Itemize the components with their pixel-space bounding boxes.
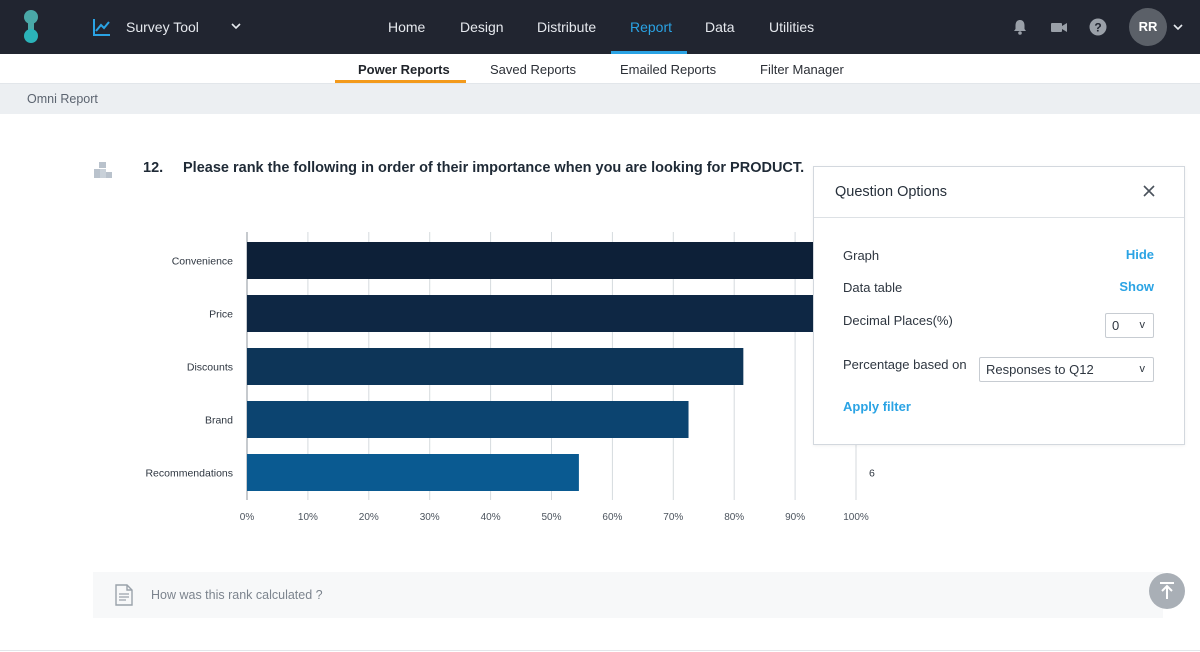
document-icon — [115, 584, 133, 606]
bar — [247, 401, 689, 438]
x-tick-label: 20% — [359, 512, 379, 523]
rank-calculation-link[interactable]: How was this rank calculated ? — [151, 588, 323, 602]
dropdown-arrow-icon: v — [1139, 363, 1146, 375]
help-icon[interactable]: ? — [1088, 17, 1108, 37]
category-label: Discounts — [187, 362, 233, 374]
category-label: Convenience — [172, 256, 233, 268]
subnav-active-indicator — [335, 80, 466, 83]
x-tick-label: 30% — [420, 512, 440, 523]
nav-home[interactable]: Home — [388, 19, 426, 35]
arrow-up-icon — [1160, 582, 1174, 599]
x-tick-label: 50% — [541, 512, 561, 523]
breadcrumb-label: Omni Report — [27, 92, 98, 106]
x-tick-label: 80% — [724, 512, 744, 523]
dropdown-arrow-icon: v — [1139, 319, 1146, 331]
top-navbar: Survey Tool Home Design Distribute Repor… — [0, 0, 1200, 54]
nav-data[interactable]: Data — [705, 19, 735, 35]
brand-logo[interactable] — [22, 10, 40, 44]
bell-icon[interactable] — [1010, 17, 1030, 37]
category-label: Brand — [205, 415, 233, 427]
x-tick-label: 70% — [663, 512, 683, 523]
report-subnav: Power Reports Saved Reports Emailed Repo… — [0, 54, 1200, 84]
tab-power-reports[interactable]: Power Reports — [358, 62, 450, 77]
category-label: Recommendations — [145, 468, 233, 480]
tab-emailed-reports[interactable]: Emailed Reports — [620, 62, 717, 77]
apply-filter-button[interactable]: Apply filter — [843, 399, 911, 414]
chevron-down-icon[interactable] — [1172, 21, 1184, 33]
x-tick-label: 40% — [481, 512, 501, 523]
tab-filter-manager[interactable]: Filter Manager — [760, 62, 844, 77]
nav-report[interactable]: Report — [630, 19, 673, 35]
line-chart-icon — [93, 19, 110, 36]
row-value-label: 6 — [869, 468, 875, 480]
graph-hide-link[interactable]: Hide — [1125, 247, 1154, 262]
x-tick-label: 60% — [602, 512, 622, 523]
x-tick-label: 10% — [298, 512, 318, 523]
video-camera-icon[interactable] — [1049, 17, 1069, 37]
question-number: 12. — [143, 160, 164, 176]
app-name[interactable]: Survey Tool — [126, 19, 199, 35]
svg-text:?: ? — [1094, 21, 1101, 35]
close-icon[interactable] — [1142, 184, 1156, 198]
x-tick-label: 100% — [843, 512, 869, 523]
graph-label: Graph — [843, 248, 880, 263]
breadcrumb: Omni Report — [0, 84, 1200, 114]
rank-calculation-hint[interactable]: How was this rank calculated ? — [93, 572, 1163, 618]
tab-saved-reports[interactable]: Saved Reports — [490, 62, 576, 77]
panel-header: Question Options — [814, 167, 1184, 218]
decimal-places-value: 0 — [1112, 318, 1120, 333]
decimal-places-label: Decimal Places(%) — [843, 313, 953, 328]
bar — [247, 454, 579, 491]
x-tick-label: 0% — [240, 512, 255, 523]
user-avatar[interactable]: RR — [1129, 8, 1167, 46]
panel-title: Question Options — [835, 184, 948, 200]
percentage-based-label: Percentage based on — [843, 357, 967, 372]
footer-divider — [0, 650, 1200, 651]
rank-question-icon — [94, 162, 112, 178]
percentage-based-value: Responses to Q12 — [986, 362, 1094, 377]
question-options-panel: Question Options Graph Hide Data table S… — [813, 166, 1185, 445]
bar — [247, 242, 856, 279]
scroll-to-top-button[interactable] — [1149, 573, 1185, 609]
data-table-show-link[interactable]: Show — [1119, 279, 1154, 294]
chevron-down-icon[interactable] — [230, 20, 242, 32]
percentage-based-select[interactable]: Responses to Q12 v — [979, 357, 1154, 382]
bar — [247, 348, 744, 385]
category-label: Price — [209, 309, 233, 321]
nav-distribute[interactable]: Distribute — [537, 19, 597, 35]
nav-active-indicator — [611, 51, 687, 54]
data-table-label: Data table — [843, 280, 903, 295]
decimal-places-select[interactable]: 0 v — [1105, 313, 1154, 338]
question-text: Please rank the following in order of th… — [183, 160, 805, 176]
nav-utilities[interactable]: Utilities — [769, 19, 815, 35]
bar — [247, 295, 856, 332]
nav-design[interactable]: Design — [460, 19, 504, 35]
x-tick-label: 90% — [785, 512, 805, 523]
